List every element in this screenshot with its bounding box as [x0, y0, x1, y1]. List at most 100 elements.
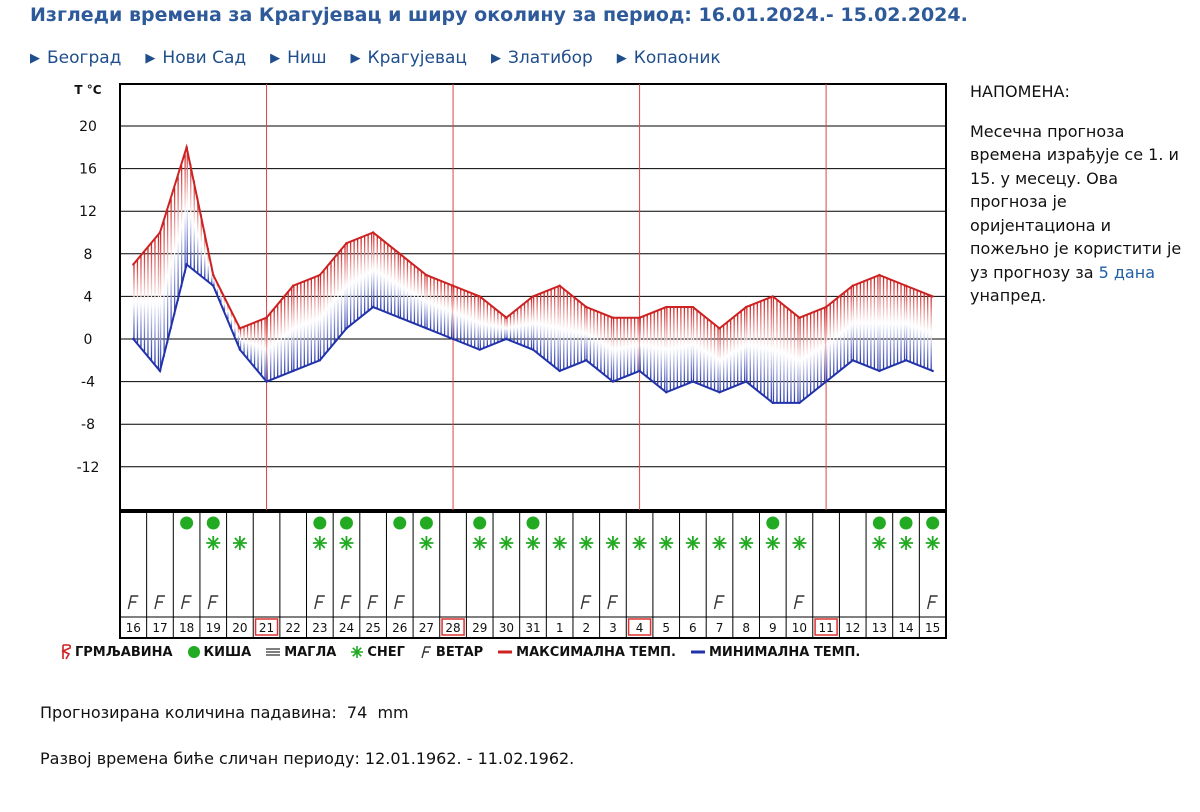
temperature-range-hatch: [300, 282, 302, 369]
max-temp-point: [665, 305, 668, 309]
temperature-range-hatch: [643, 316, 645, 374]
day-label: 1: [556, 621, 564, 635]
day-label: 5: [662, 621, 670, 635]
temperature-range-hatch: [180, 165, 183, 288]
wind-icon-glyph: [127, 595, 139, 610]
day-label: 31: [525, 621, 540, 635]
temperature-range-hatch: [633, 317, 636, 374]
nav-link-kopaonik[interactable]: ▶ Копаоник: [617, 48, 721, 68]
nav-link-nis[interactable]: ▶ Ниш: [270, 48, 326, 68]
nav-link-novi-sad[interactable]: ▶ Нови Сад: [145, 48, 246, 68]
note-text: Месечна прогноза времена израђује се 1. …: [970, 121, 1182, 282]
temperature-range-hatch: [920, 291, 922, 366]
snow-icon: [712, 536, 727, 550]
min-temp-point: [291, 369, 295, 373]
temperature-range-hatch: [314, 277, 316, 363]
temperature-range-hatch: [504, 315, 506, 340]
snow-icon: [206, 536, 221, 550]
snow-icon-glyph: [659, 536, 674, 550]
max-temp-point: [611, 316, 615, 319]
temperature-range-hatch: [879, 275, 881, 371]
max-temp-point: [931, 295, 934, 298]
legend-fog-label: МАГЛА: [284, 644, 337, 660]
temperature-range-hatch: [483, 299, 485, 349]
temperature-range-hatch: [930, 295, 932, 371]
nav-link-beograd[interactable]: ▶ Београд: [30, 48, 121, 68]
temperature-range-hatch: [772, 296, 775, 403]
temperature-range-hatch: [227, 303, 229, 320]
wind-icon-glyph: [580, 595, 592, 610]
temperature-range-hatch: [783, 304, 785, 403]
wind-icon-glyph: [607, 595, 618, 610]
temperature-range-hatch: [596, 311, 599, 369]
five-day-forecast-link[interactable]: 5 дана: [1098, 262, 1155, 282]
temperature-range-hatch: [809, 313, 812, 395]
min-temp-point: [744, 380, 748, 383]
min-temp-point: [665, 391, 668, 394]
day-label: 20: [232, 621, 247, 635]
min-temp-point: [558, 369, 561, 373]
temperature-range-hatch: [287, 292, 289, 374]
nav-link-zlatibor[interactable]: ▶ Златибор: [491, 48, 593, 68]
temperature-range-hatch: [756, 302, 758, 390]
snow-icon-glyph: [792, 536, 807, 550]
y-tick-label: 16: [79, 162, 97, 178]
temperature-range-hatch: [376, 235, 378, 309]
temperature-range-hatch: [653, 312, 655, 383]
snow-icon-glyph: [765, 536, 780, 550]
temperature-range-hatch: [136, 260, 139, 344]
temperature-range-hatch: [577, 299, 579, 364]
wind-icon-glyph: [180, 595, 192, 610]
temperature-range-hatch: [717, 326, 719, 392]
temperature-range-hatch: [703, 315, 705, 386]
temperature-range-hatch: [513, 312, 515, 342]
y-tick-label: 8: [84, 247, 93, 263]
legend-min-label: МИНИМАЛНА ТЕМП.: [708, 644, 861, 660]
snow-icon-glyph: [872, 536, 887, 550]
temperature-range-hatch: [220, 289, 222, 303]
min-temp-point: [451, 337, 455, 341]
temperature-range-hatch: [740, 311, 742, 384]
temperature-range-hatch: [612, 317, 615, 382]
temperature-range-hatch: [436, 279, 439, 333]
note-heading: НАПОМЕНА:: [970, 82, 1070, 101]
min-temp-point: [638, 369, 641, 373]
max-temp-point: [212, 273, 215, 277]
temperature-range-hatch: [630, 317, 632, 375]
temperature-range-hatch: [520, 306, 522, 345]
nav-link-kragujevac[interactable]: ▶ Крагујевац: [351, 48, 467, 68]
temperature-range-hatch: [394, 249, 396, 316]
temperature-range-hatch: [802, 316, 805, 401]
max-temp-line-icon: [498, 650, 513, 654]
temperature-range-hatch: [836, 298, 838, 374]
temperature-range-hatch: [923, 292, 925, 368]
temperature-range-hatch: [474, 294, 476, 348]
temperature-range-hatch: [170, 198, 172, 329]
snow-icon-glyph: [579, 536, 594, 550]
min-temp-line-icon: [690, 650, 705, 654]
wind-icon-glyph: [394, 595, 405, 610]
temperature-range-hatch: [296, 284, 298, 370]
min-temp-point: [585, 359, 588, 362]
max-temp-point: [265, 316, 268, 319]
snow-icon: [339, 536, 354, 550]
temperature-range-hatch: [363, 236, 366, 315]
temperature-range-hatch: [207, 248, 209, 282]
chart-legend: ГРМЉАВИНА КИША МАГЛА СНЕГ ВЕТАР МАКСИМАЛ…: [60, 644, 860, 660]
temperature-range-hatch: [420, 270, 423, 327]
temperature-range-hatch: [770, 297, 772, 402]
snow-icon: [792, 536, 807, 550]
temperature-range-hatch: [603, 314, 606, 375]
temperature-range-hatch: [253, 322, 256, 367]
arrow-right-icon: ▶: [30, 50, 40, 66]
y-tick-label: 20: [79, 119, 97, 135]
temperature-range-hatch: [673, 307, 675, 390]
temperature-range-hatch: [593, 309, 595, 366]
temperature-range-hatch: [554, 288, 556, 367]
min-temp-point: [158, 369, 162, 373]
rain-icon: [187, 646, 200, 658]
max-temp-point: [425, 273, 428, 277]
min-temp-point: [398, 316, 401, 319]
nav-link-label: Копаоник: [633, 48, 721, 68]
temperature-range-hatch: [417, 267, 419, 325]
